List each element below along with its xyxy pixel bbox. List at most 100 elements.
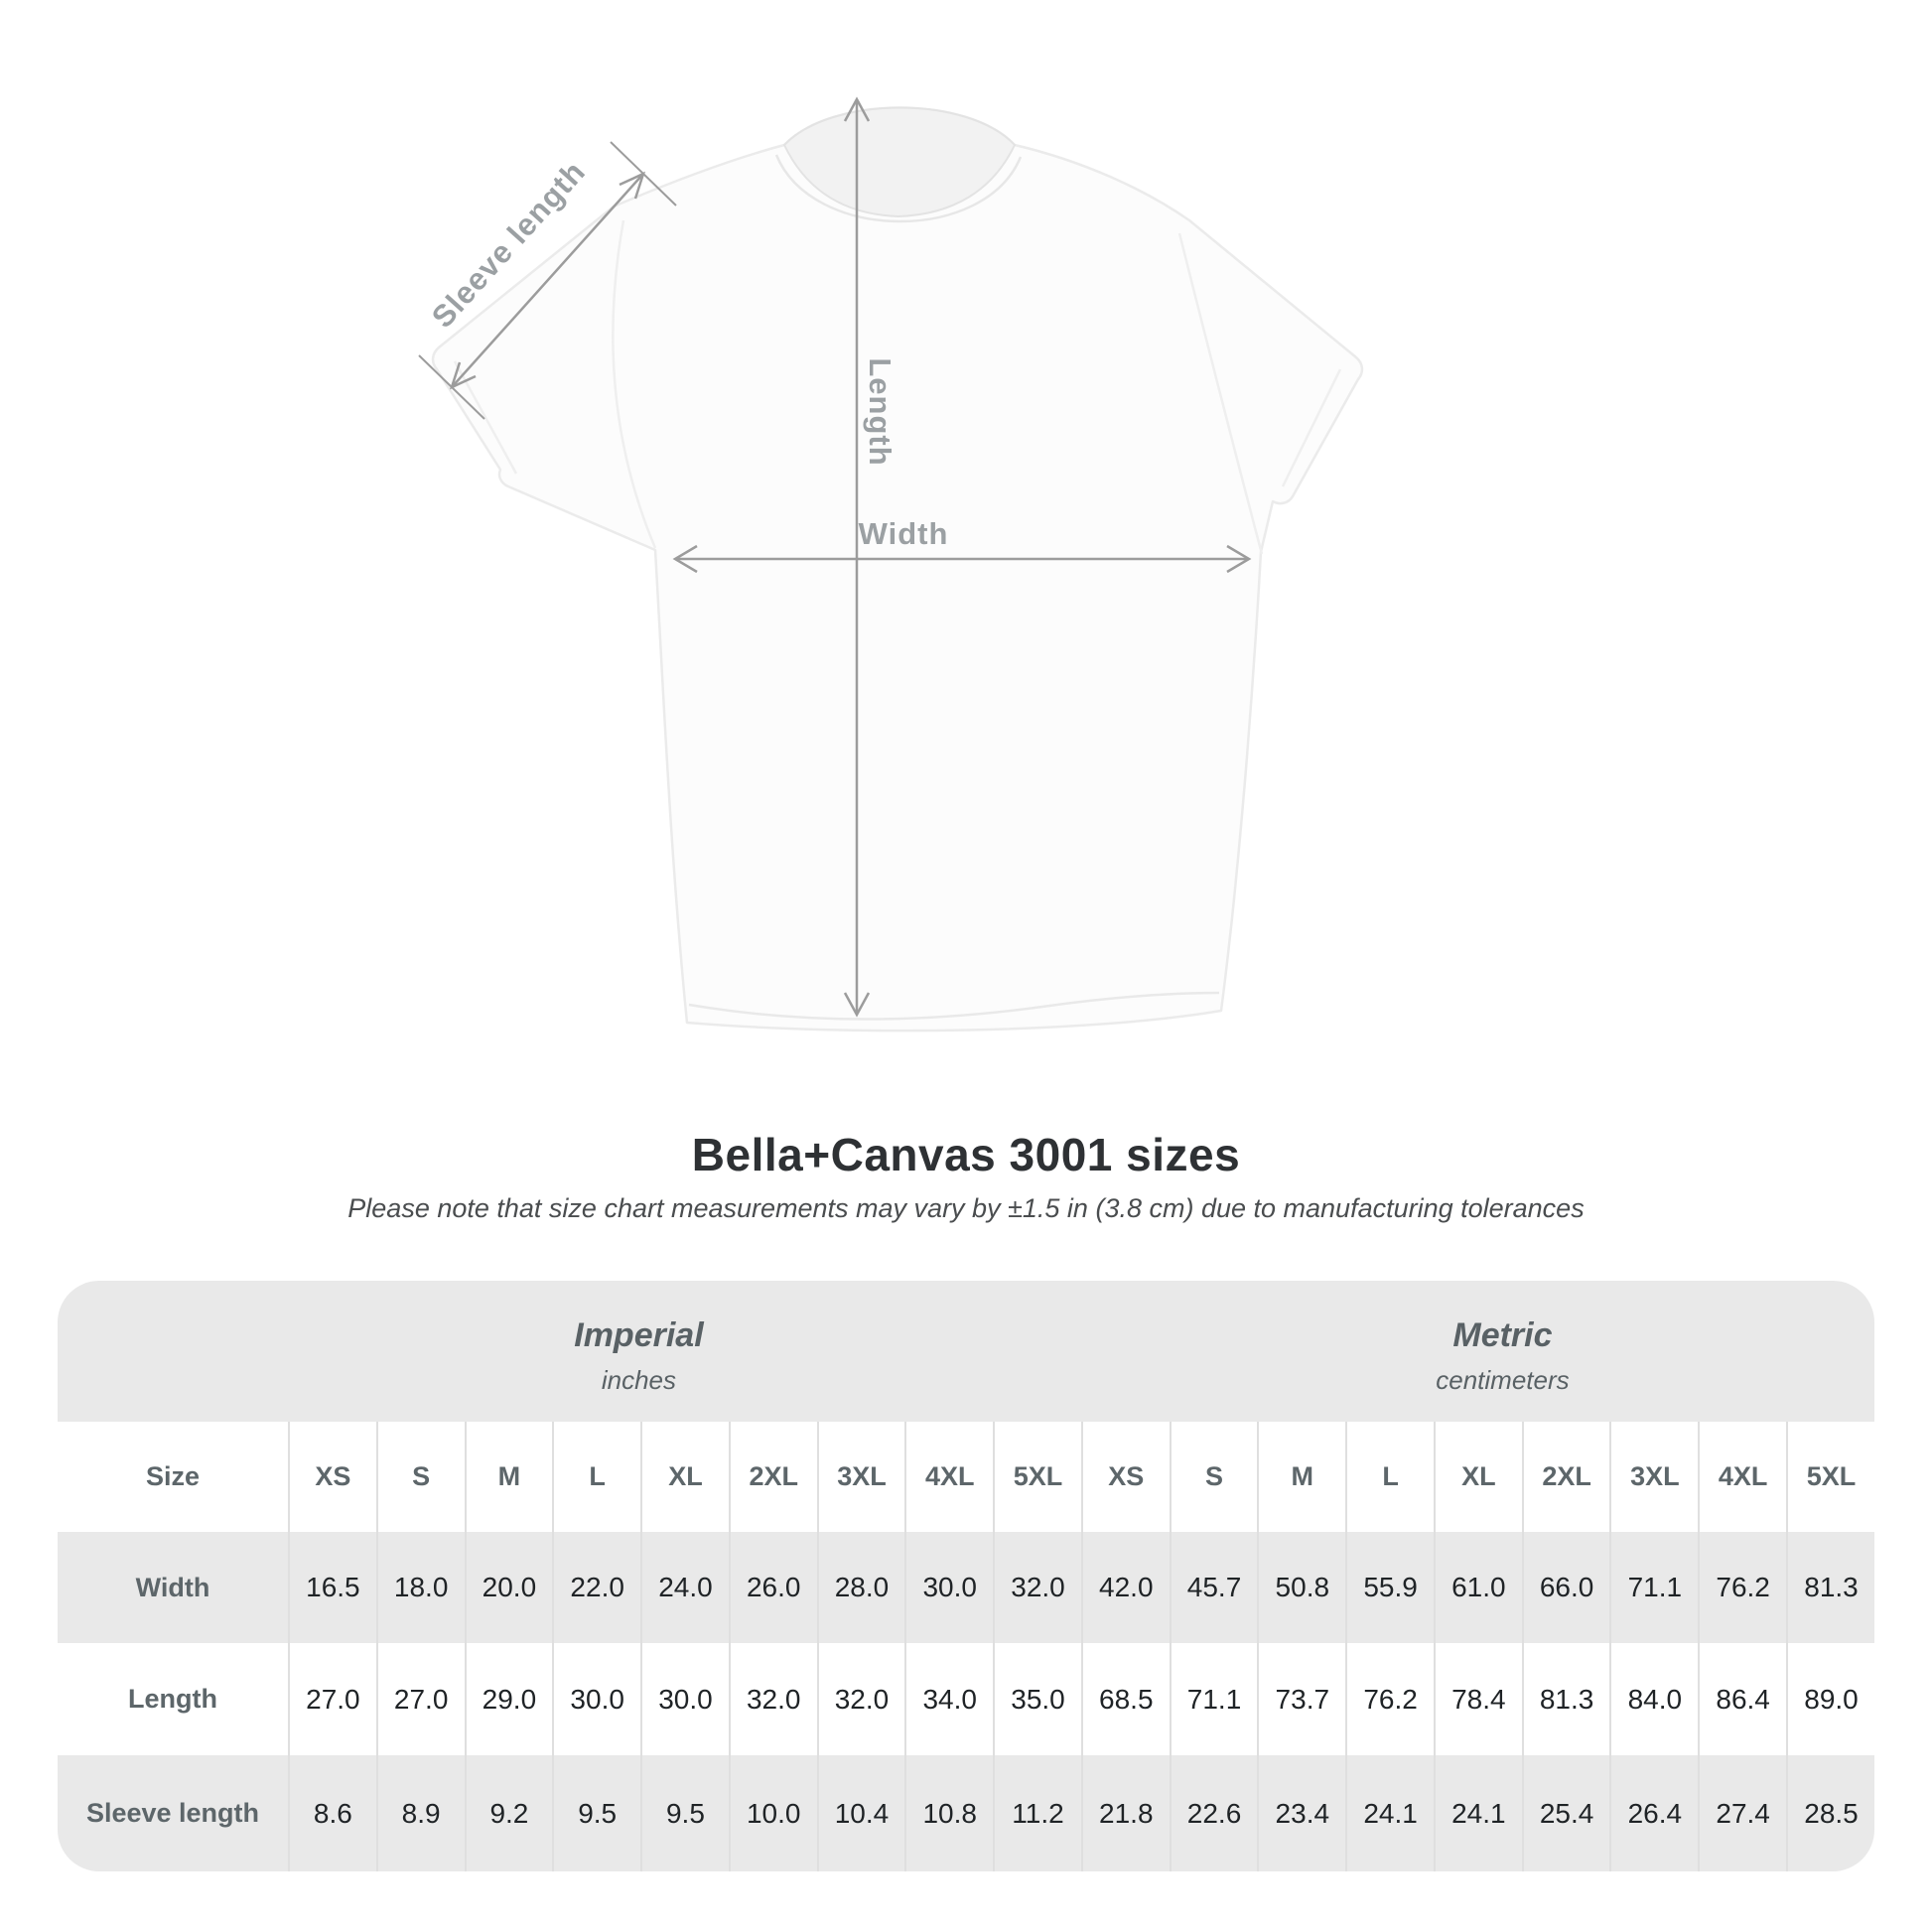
value-cell: 50.8 xyxy=(1257,1532,1346,1643)
sleeve-length-arrow xyxy=(418,141,677,420)
value-cell: 30.0 xyxy=(640,1643,729,1755)
width-label: Width xyxy=(859,516,949,551)
value-cell: 27.0 xyxy=(375,1643,465,1755)
tshirt-right-cuff-seam xyxy=(1281,368,1342,487)
unit-group-unit: centimeters xyxy=(1436,1365,1570,1395)
size-header-cell: S xyxy=(1169,1422,1258,1532)
size-header-cell: L xyxy=(1345,1422,1434,1532)
value-cell: 81.3 xyxy=(1521,1643,1610,1755)
value-cell: 23.4 xyxy=(1257,1755,1346,1871)
tshirt-body xyxy=(431,106,1364,1033)
tshirt-diagram: Sleeve length Length Width xyxy=(418,96,1364,1033)
sleeve-length-end-tick xyxy=(418,354,485,420)
tshirt-neck-opening xyxy=(782,106,1017,218)
value-cell: 20.0 xyxy=(464,1532,553,1643)
page-subtitle: Please note that size chart measurements… xyxy=(347,1193,1585,1223)
size-column-header: Size xyxy=(58,1422,288,1532)
sleeve-length-end-tick xyxy=(610,141,677,207)
tshirt-graphic xyxy=(431,106,1364,1033)
value-cell: 27.4 xyxy=(1698,1755,1787,1871)
size-header-cell: 5XL xyxy=(993,1422,1081,1532)
tshirt-collar-seam xyxy=(774,154,1023,223)
size-header-cell: 2XL xyxy=(1521,1422,1610,1532)
value-cell: 32.0 xyxy=(816,1643,905,1755)
unit-band-row: Imperial inches Metric centimeters xyxy=(58,1281,1874,1422)
value-cell: 9.5 xyxy=(640,1755,729,1871)
unit-group-imperial: Imperial inches xyxy=(58,1281,1081,1422)
size-header-cell: XL xyxy=(640,1422,729,1532)
value-cell: 86.4 xyxy=(1698,1643,1787,1755)
size-header-cell: 4XL xyxy=(904,1422,994,1532)
value-cell: 32.0 xyxy=(993,1532,1081,1643)
value-cell: 28.0 xyxy=(816,1532,905,1643)
value-cell: 29.0 xyxy=(464,1643,553,1755)
value-cell: 73.7 xyxy=(1257,1643,1346,1755)
size-header-cell: XS xyxy=(288,1422,376,1532)
value-cell: 26.0 xyxy=(728,1532,817,1643)
value-cell: 22.6 xyxy=(1169,1755,1258,1871)
value-cell: 30.0 xyxy=(552,1643,641,1755)
value-cell: 21.8 xyxy=(1080,1755,1170,1871)
size-header-cell: 3XL xyxy=(816,1422,905,1532)
value-cell: 84.0 xyxy=(1609,1643,1699,1755)
value-cell: 32.0 xyxy=(728,1643,817,1755)
value-cell: 55.9 xyxy=(1345,1532,1434,1643)
value-cell: 35.0 xyxy=(993,1643,1081,1755)
size-header-cell: L xyxy=(552,1422,641,1532)
value-cell: 71.1 xyxy=(1169,1643,1258,1755)
tshirt-left-armhole-seam xyxy=(612,219,657,549)
value-cell: 24.1 xyxy=(1345,1755,1434,1871)
value-cell: 8.9 xyxy=(375,1755,465,1871)
value-cell: 9.5 xyxy=(552,1755,641,1871)
size-header-cell: M xyxy=(464,1422,553,1532)
measurement-annotations xyxy=(418,96,1252,1018)
value-cell: 76.2 xyxy=(1698,1532,1787,1643)
value-cell: 34.0 xyxy=(904,1643,994,1755)
value-cell: 68.5 xyxy=(1080,1643,1170,1755)
value-cell: 76.2 xyxy=(1345,1643,1434,1755)
size-header-cell: 4XL xyxy=(1698,1422,1787,1532)
value-cell: 25.4 xyxy=(1521,1755,1610,1871)
row-label: Width xyxy=(58,1532,288,1643)
width-arrow xyxy=(672,544,1252,574)
table-row-length: Length 27.0 27.0 29.0 30.0 30.0 32.0 32.… xyxy=(58,1643,1874,1755)
value-cell: 16.5 xyxy=(288,1532,376,1643)
length-arrow xyxy=(843,96,871,1018)
value-cell: 45.7 xyxy=(1169,1532,1258,1643)
size-table: Imperial inches Metric centimeters Size … xyxy=(58,1281,1874,1871)
row-label: Sleeve length xyxy=(58,1755,288,1871)
tshirt-hem-seam xyxy=(688,991,1220,1021)
value-cell: 10.0 xyxy=(728,1755,817,1871)
value-cell: 42.0 xyxy=(1080,1532,1170,1643)
value-cell: 10.4 xyxy=(816,1755,905,1871)
value-cell: 81.3 xyxy=(1786,1532,1874,1643)
length-label: Length xyxy=(863,357,897,466)
value-cell: 9.2 xyxy=(464,1755,553,1871)
unit-group-name: Metric xyxy=(1452,1316,1553,1354)
value-cell: 10.8 xyxy=(904,1755,994,1871)
value-cell: 71.1 xyxy=(1609,1532,1699,1643)
size-header-cell: 5XL xyxy=(1786,1422,1874,1532)
size-header-cell: M xyxy=(1257,1422,1346,1532)
unit-group-unit: inches xyxy=(601,1365,677,1395)
value-cell: 89.0 xyxy=(1786,1643,1874,1755)
size-header-row: Size XS S M L XL 2XL 3XL 4XL 5XL XS S M … xyxy=(58,1422,1874,1532)
unit-group-name: Imperial xyxy=(574,1316,704,1354)
table-row-width: Width 16.5 18.0 20.0 22.0 24.0 26.0 28.0… xyxy=(58,1532,1874,1643)
value-cell: 78.4 xyxy=(1433,1643,1522,1755)
value-cell: 8.6 xyxy=(288,1755,376,1871)
value-cell: 22.0 xyxy=(552,1532,641,1643)
row-label: Length xyxy=(58,1643,288,1755)
unit-group-metric: Metric centimeters xyxy=(1080,1281,1874,1422)
table-row-sleeve-length: Sleeve length 8.6 8.9 9.2 9.5 9.5 10.0 1… xyxy=(58,1755,1874,1871)
value-cell: 61.0 xyxy=(1433,1532,1522,1643)
value-cell: 18.0 xyxy=(375,1532,465,1643)
value-cell: 24.0 xyxy=(640,1532,729,1643)
tshirt-right-armhole-seam xyxy=(1177,232,1264,555)
value-cell: 28.5 xyxy=(1786,1755,1874,1871)
value-cell: 66.0 xyxy=(1521,1532,1610,1643)
size-header-cell: S xyxy=(375,1422,465,1532)
value-cell: 27.0 xyxy=(288,1643,376,1755)
value-cell: 26.4 xyxy=(1609,1755,1699,1871)
